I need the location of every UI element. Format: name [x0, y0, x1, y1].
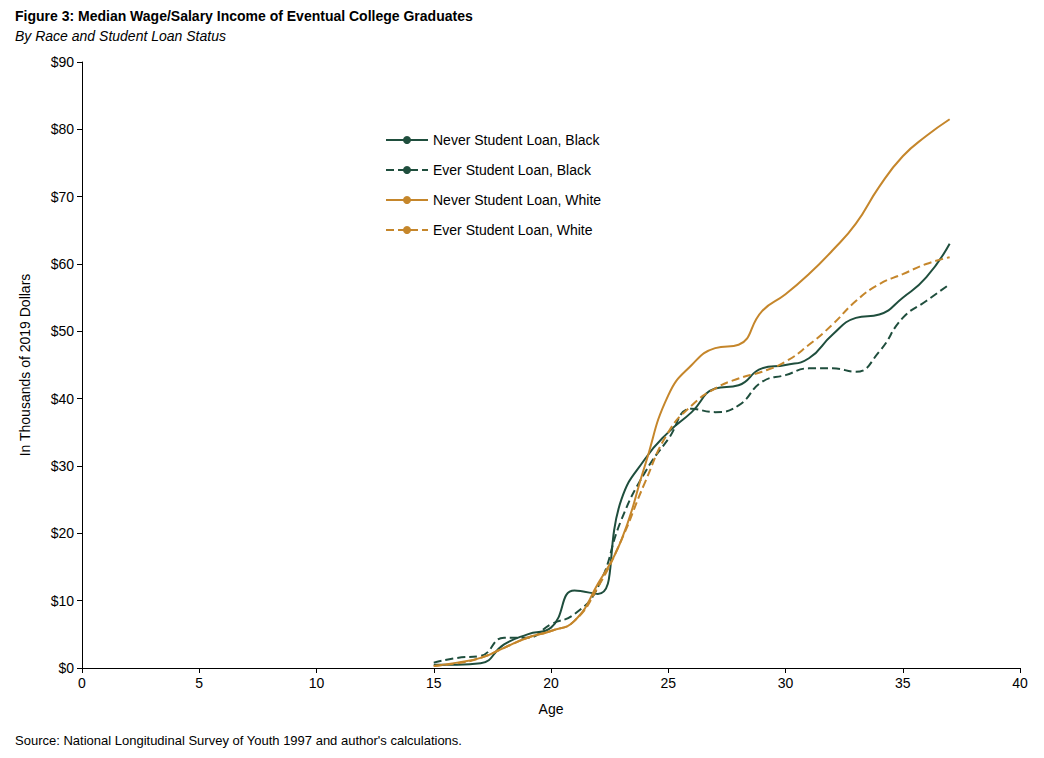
svg-text:$70: $70 [51, 189, 75, 205]
svg-text:$50: $50 [51, 323, 75, 339]
svg-text:Age: Age [539, 701, 564, 717]
svg-text:$90: $90 [51, 54, 75, 70]
svg-text:$60: $60 [51, 256, 75, 272]
svg-text:Ever Student Loan, White: Ever Student Loan, White [433, 222, 593, 238]
svg-text:40: 40 [1012, 675, 1028, 691]
svg-text:35: 35 [895, 675, 911, 691]
svg-text:10: 10 [309, 675, 325, 691]
svg-text:25: 25 [660, 675, 676, 691]
svg-text:15: 15 [426, 675, 442, 691]
svg-text:Source: National Longitudinal: Source: National Longitudinal Survey of … [15, 733, 462, 748]
svg-text:$0: $0 [58, 660, 74, 676]
svg-text:$10: $10 [51, 593, 75, 609]
svg-text:Ever Student Loan, Black: Ever Student Loan, Black [433, 162, 592, 178]
svg-text:0: 0 [78, 675, 86, 691]
svg-text:By Race and Student Loan Statu: By Race and Student Loan Status [15, 28, 226, 44]
svg-text:5: 5 [195, 675, 203, 691]
svg-text:Figure 3: Median Wage/Salary I: Figure 3: Median Wage/Salary Income of E… [15, 8, 473, 24]
svg-text:$30: $30 [51, 458, 75, 474]
svg-text:In Thousands of 2019 Dollars: In Thousands of 2019 Dollars [17, 274, 33, 457]
svg-text:$80: $80 [51, 121, 75, 137]
svg-text:Never Student Loan, Black: Never Student Loan, Black [433, 132, 601, 148]
svg-text:20: 20 [543, 675, 559, 691]
svg-text:$20: $20 [51, 525, 75, 541]
svg-text:30: 30 [778, 675, 794, 691]
svg-text:Never Student Loan, White: Never Student Loan, White [433, 192, 601, 208]
svg-text:$40: $40 [51, 391, 75, 407]
